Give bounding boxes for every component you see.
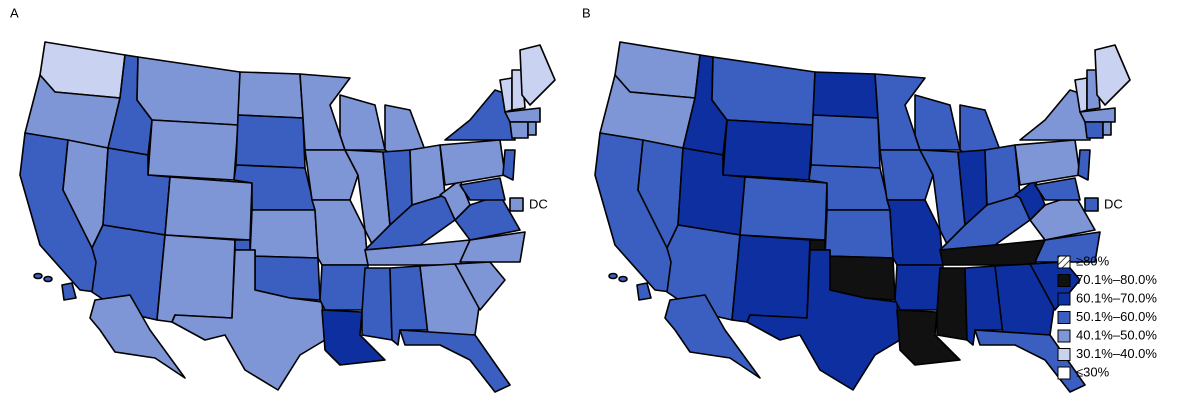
state: [509, 121, 529, 139]
state: [664, 294, 761, 379]
state: [43, 275, 53, 283]
state: [459, 177, 506, 201]
state: [914, 94, 961, 151]
legend-label: 40.1%–50.0%: [1076, 327, 1157, 342]
legend-swatch: [1057, 274, 1071, 287]
state: [1094, 44, 1131, 106]
legend-label: 70.1%–80.0%: [1076, 272, 1157, 287]
state: [527, 121, 537, 136]
legend-label: ≥80%: [1076, 253, 1110, 268]
map: DC: [594, 41, 1131, 393]
state: [722, 119, 814, 181]
state: [361, 267, 393, 341]
state: [894, 264, 944, 311]
state: [249, 209, 319, 259]
state: [812, 71, 879, 119]
legend-swatch: [1057, 366, 1071, 380]
legend-swatch: [1057, 311, 1071, 324]
state: [156, 234, 236, 323]
legend-label: 60.1%–70.0%: [1076, 290, 1157, 305]
state: [235, 114, 306, 169]
state: [810, 114, 881, 169]
state: [608, 272, 618, 280]
state: [399, 329, 511, 393]
dc-label: DC: [529, 196, 548, 211]
legend-label: 30.1%–40.0%: [1076, 346, 1157, 361]
legend-label: ≤30%: [1076, 364, 1110, 379]
legend-swatch: [1057, 348, 1071, 361]
state: [731, 234, 811, 323]
state: [739, 176, 828, 241]
legend-swatch: [1057, 255, 1071, 269]
state: [147, 119, 239, 181]
state: [519, 44, 556, 106]
state: [504, 107, 541, 123]
state: [171, 249, 326, 391]
state: [164, 176, 253, 241]
state: [1034, 177, 1081, 201]
state: [636, 282, 652, 301]
state: [618, 275, 628, 283]
state: [746, 249, 901, 391]
state: [711, 56, 816, 126]
legend-label: 50.1%–60.0%: [1076, 309, 1157, 324]
state: [879, 149, 934, 201]
dc-label: DC: [1104, 196, 1123, 211]
state: [237, 71, 304, 119]
state: [339, 94, 386, 151]
state: [33, 272, 43, 280]
state: [304, 149, 359, 201]
state: [824, 209, 894, 259]
state: [319, 264, 369, 311]
legend-swatch: [1057, 292, 1071, 306]
state: [89, 294, 186, 379]
map: DC: [19, 41, 556, 393]
state: [936, 267, 968, 341]
state: [1079, 107, 1116, 123]
panel-label: B: [582, 5, 591, 20]
state: [886, 199, 944, 266]
state: [1102, 121, 1112, 136]
state: [311, 199, 369, 266]
dc-box: [509, 197, 524, 212]
state: [61, 282, 77, 301]
dc-box: [1084, 197, 1099, 212]
state: [136, 56, 241, 126]
panel-label: A: [10, 5, 19, 20]
state: [1084, 121, 1104, 139]
legend-swatch: [1057, 329, 1071, 343]
state: [1077, 149, 1091, 181]
state: [502, 149, 516, 181]
